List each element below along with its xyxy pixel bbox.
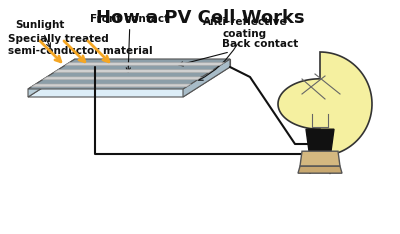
Polygon shape	[300, 151, 340, 166]
Polygon shape	[65, 62, 224, 66]
Polygon shape	[183, 59, 230, 97]
Polygon shape	[31, 84, 191, 87]
Text: Sunlight: Sunlight	[15, 20, 64, 47]
Polygon shape	[278, 52, 372, 156]
Polygon shape	[28, 67, 230, 97]
Polygon shape	[28, 59, 230, 89]
Text: How a PV Cell Works: How a PV Cell Works	[96, 9, 304, 27]
Text: Front contact: Front contact	[90, 14, 170, 72]
Polygon shape	[298, 166, 342, 173]
Polygon shape	[28, 59, 75, 97]
Text: Anti-reflective
coating: Anti-reflective coating	[199, 17, 287, 80]
Polygon shape	[306, 129, 334, 151]
Polygon shape	[42, 77, 202, 80]
Text: Light bulb: Light bulb	[312, 99, 372, 109]
Polygon shape	[54, 70, 213, 73]
Text: Back contact: Back contact	[179, 39, 298, 66]
Polygon shape	[75, 59, 230, 67]
Text: Specially treated
semi-conductor material: Specially treated semi-conductor materia…	[8, 34, 153, 56]
